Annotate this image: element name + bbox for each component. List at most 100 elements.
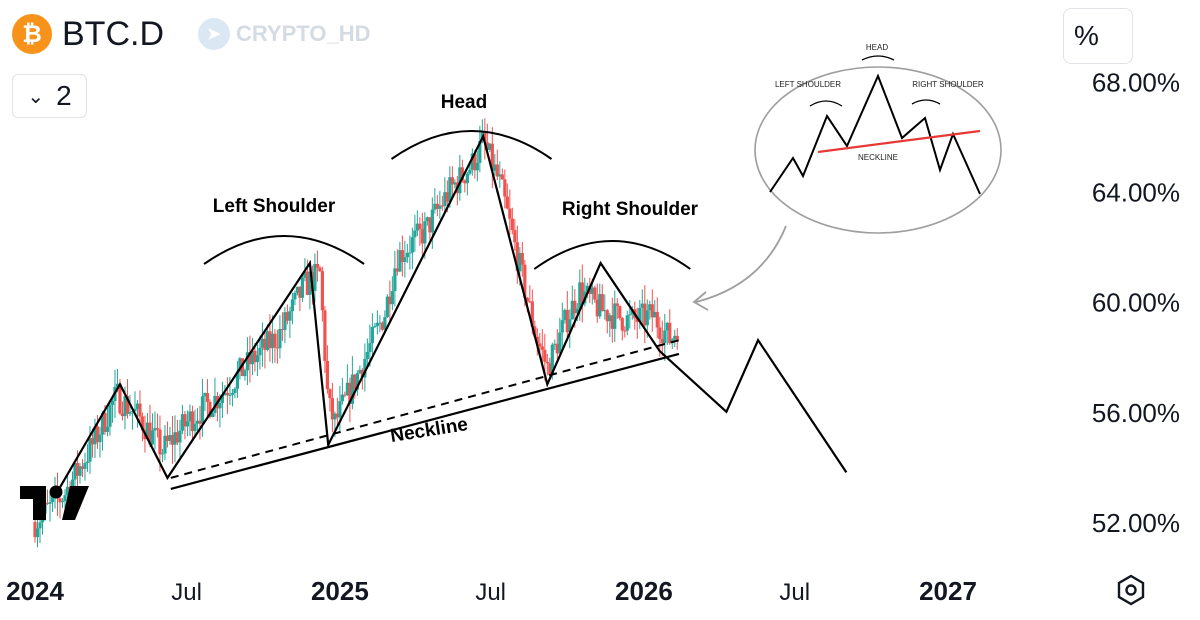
symbol-title[interactable]: BTC.D <box>62 14 164 53</box>
candle <box>568 319 572 333</box>
candle <box>128 412 132 414</box>
candle <box>598 294 602 317</box>
candle <box>150 430 155 445</box>
candle <box>498 174 502 177</box>
sketch-arc <box>911 99 941 105</box>
candle <box>510 218 514 231</box>
candle <box>603 310 607 312</box>
neckline-label: Neckline <box>389 414 469 447</box>
candle <box>363 358 367 378</box>
candle <box>573 300 577 314</box>
left-shoulder-arc <box>203 235 365 265</box>
candle <box>485 142 489 150</box>
candle <box>488 143 492 150</box>
candle <box>448 177 452 202</box>
candle <box>108 404 112 427</box>
chevron-down-icon: ⌄ <box>27 85 45 108</box>
sketch-left-shoulder-label: LEFT SHOULDER <box>775 80 841 89</box>
candle <box>328 389 332 399</box>
candle <box>365 351 369 359</box>
candle <box>268 331 272 349</box>
candle <box>370 326 374 344</box>
candle <box>650 304 654 318</box>
candle <box>530 301 534 327</box>
percent-scale-button[interactable]: % <box>1063 8 1133 64</box>
candle <box>578 282 582 309</box>
candle <box>45 502 50 504</box>
candle <box>658 327 662 339</box>
interval-value: 2 <box>56 80 72 111</box>
candle <box>655 311 659 328</box>
candle <box>620 318 624 331</box>
candle <box>98 434 102 443</box>
candle <box>260 338 265 348</box>
candle <box>540 346 544 350</box>
candle <box>210 412 215 418</box>
x-tick-label: 2025 <box>311 576 369 606</box>
x-tick-label: 2027 <box>919 576 977 606</box>
candle <box>153 428 157 431</box>
sketch-zigzag <box>769 73 981 195</box>
candle <box>233 388 237 393</box>
candle <box>140 416 145 431</box>
candle <box>660 338 664 344</box>
candle <box>490 143 494 171</box>
candle <box>580 282 584 304</box>
candle <box>270 333 275 349</box>
candle <box>535 336 539 344</box>
candle <box>385 296 389 318</box>
candle <box>508 208 512 219</box>
candle <box>558 332 562 354</box>
candle <box>50 496 55 503</box>
candle <box>75 463 80 476</box>
candle <box>465 173 469 184</box>
sketch-neckline <box>817 129 981 154</box>
head-arc <box>390 130 553 160</box>
candle <box>408 252 412 254</box>
candle <box>668 322 672 344</box>
candle <box>258 347 262 356</box>
candle <box>178 430 182 443</box>
head-label: Head <box>441 92 487 113</box>
candle <box>618 305 622 319</box>
y-tick-label: 68.00% <box>1092 67 1180 97</box>
settings-hexagon-icon[interactable] <box>1114 573 1148 607</box>
candle <box>525 297 529 302</box>
candle <box>543 349 547 362</box>
candle <box>628 314 632 316</box>
candle <box>610 315 614 329</box>
candle <box>565 309 569 333</box>
candle <box>135 403 140 410</box>
candle <box>600 294 604 312</box>
candle <box>615 303 619 306</box>
candle <box>563 309 567 321</box>
candle <box>283 312 287 331</box>
candle <box>198 420 202 424</box>
candle <box>415 223 419 231</box>
candle <box>123 396 127 417</box>
interval-dropdown[interactable]: ⌄ 2 <box>12 74 87 118</box>
candle <box>460 167 464 181</box>
x-tick-label: Jul <box>475 579 506 606</box>
candle <box>95 426 100 443</box>
bitcoin-logo-icon: ₿ <box>12 14 52 54</box>
candle <box>73 463 77 480</box>
candle <box>100 412 105 435</box>
candle <box>35 528 40 538</box>
candle <box>645 310 649 326</box>
sketch-circle <box>754 66 1002 234</box>
y-tick-label: 64.00% <box>1092 177 1180 207</box>
candle <box>273 333 277 348</box>
candle <box>170 435 175 445</box>
candle <box>33 521 37 538</box>
candle <box>335 413 339 418</box>
candle <box>138 403 142 417</box>
candle <box>303 271 307 278</box>
candle <box>433 203 437 210</box>
sketch-neckline-label: NECKLINE <box>858 153 898 162</box>
neckline-dashed <box>170 339 680 479</box>
y-tick-label: 56.00% <box>1092 398 1180 428</box>
candle <box>245 352 250 371</box>
candle <box>155 428 160 430</box>
